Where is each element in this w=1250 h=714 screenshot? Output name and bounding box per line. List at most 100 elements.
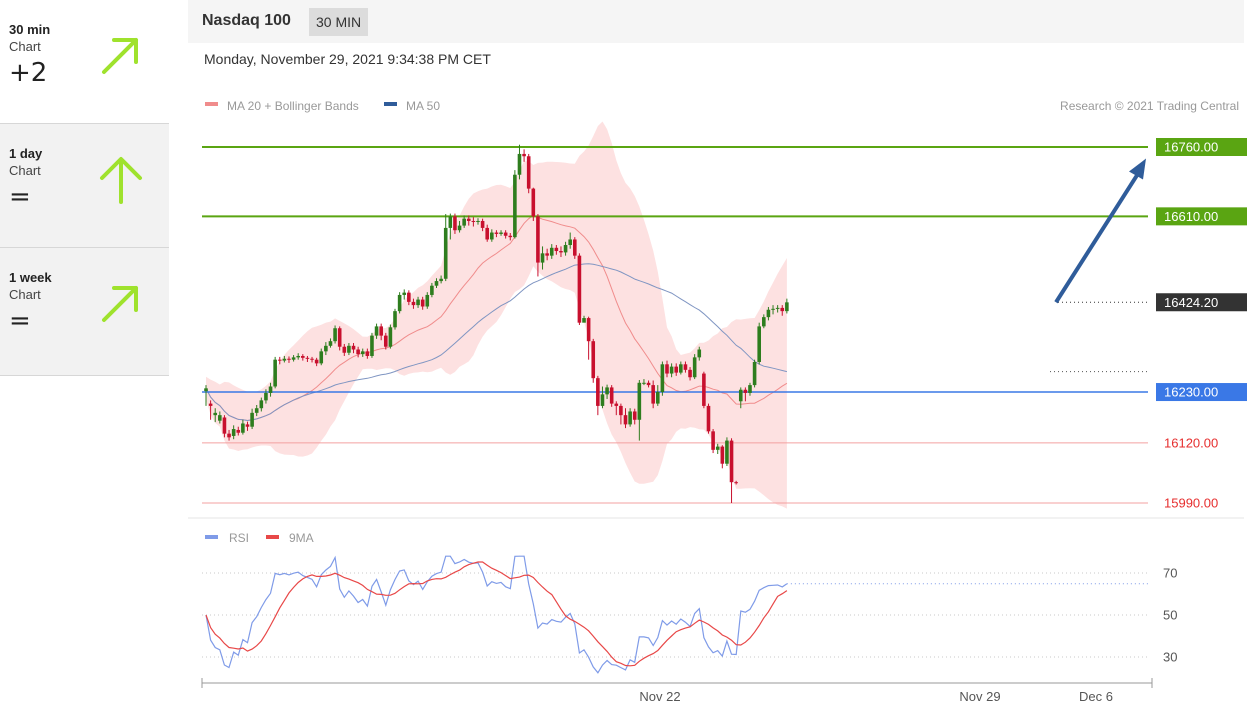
candle-body	[623, 415, 628, 425]
sidebar-card-value: +2	[9, 58, 48, 88]
candle-body	[319, 351, 324, 364]
candle-body	[374, 326, 379, 336]
candle-body	[577, 255, 582, 323]
candle-body	[439, 278, 443, 282]
candle-body	[430, 285, 434, 295]
candle-body	[347, 345, 351, 353]
sidebar-card-1day[interactable]: 1 day Chart =	[0, 124, 169, 248]
candle-body	[711, 431, 715, 450]
candle-body	[743, 389, 748, 393]
candle-body	[476, 220, 480, 222]
legend-label-rsi: RSI	[229, 531, 249, 545]
candle-body	[264, 392, 268, 401]
candle-body	[291, 357, 296, 360]
candle-body	[296, 355, 300, 358]
candle-body	[762, 317, 766, 327]
candle-body	[651, 385, 655, 404]
candle-body	[227, 433, 231, 438]
candle-body	[250, 412, 254, 427]
candle-body	[775, 307, 780, 309]
candle-body	[236, 429, 241, 433]
candle-body	[688, 369, 692, 378]
candle-body	[591, 341, 596, 379]
candle-body	[738, 389, 743, 402]
candle-body	[568, 239, 572, 246]
timeframe-button[interactable]: 30 MIN	[309, 8, 369, 36]
sidebar-card-period: 30 min	[9, 22, 51, 37]
candle-body	[213, 412, 218, 416]
candle-body	[342, 346, 347, 353]
candle-body	[545, 253, 549, 256]
candle-body	[632, 411, 637, 420]
candle-body	[273, 359, 277, 387]
candle-body	[287, 358, 291, 360]
candle-body	[360, 351, 365, 355]
sidebar-card-value: =	[9, 306, 31, 336]
rsi-tick-label-1: 50	[1163, 608, 1177, 623]
candle-body	[310, 358, 314, 360]
level-label-4: 16120.00	[1164, 435, 1218, 450]
candle-body	[462, 218, 466, 226]
rsi-line	[205, 555, 788, 674]
sidebar-card-sub: Chart	[9, 287, 41, 302]
sidebar-card-value: =	[9, 182, 31, 212]
instrument-title: Nasdaq 100	[202, 12, 291, 29]
candle-body	[600, 394, 605, 406]
candle-body	[609, 387, 614, 404]
candle-body	[665, 364, 669, 374]
candle-body	[485, 227, 490, 240]
candle-body	[420, 299, 425, 307]
candle-body	[254, 408, 259, 413]
projection-arrow-shaft	[1054, 169, 1142, 304]
candle-body	[720, 446, 725, 464]
legend-swatch-rsi	[205, 535, 218, 539]
candle-body	[513, 174, 517, 238]
candle-body	[637, 382, 642, 420]
candle-body	[425, 294, 430, 307]
arrow-up-right-icon	[102, 286, 138, 322]
candle-body	[328, 341, 333, 346]
candle-body	[702, 373, 706, 406]
candle-body	[619, 405, 623, 416]
candle-body	[305, 357, 310, 359]
candle-body	[734, 482, 738, 484]
candle-body	[208, 403, 213, 406]
candle-body	[725, 440, 729, 464]
sidebar-card-sub: Chart	[9, 163, 41, 178]
level-tag-1	[1156, 207, 1247, 226]
candle-body	[748, 385, 752, 393]
candle-body	[356, 349, 360, 355]
level-tag-2	[1156, 293, 1247, 312]
candle-body	[471, 220, 476, 222]
candle-body	[582, 318, 586, 323]
candle-body	[674, 366, 679, 373]
level-tag-0	[1156, 138, 1247, 156]
ma50-line	[205, 263, 788, 422]
candle-body	[393, 311, 397, 328]
candle-body	[757, 326, 761, 362]
projection-arrow-head	[1129, 158, 1146, 180]
level-label-0: 16760.00	[1164, 140, 1218, 155]
price-chart: MA 20 + Bollinger Bands MA 50 Research ©…	[188, 99, 1247, 704]
sidebar-card-30min[interactable]: 30 min Chart +2	[0, 0, 169, 124]
candle-body	[222, 417, 227, 434]
legend-label-9ma: 9MA	[289, 531, 314, 545]
sidebar-card-1week[interactable]: 1 week Chart =	[0, 248, 169, 376]
candle-body	[494, 232, 499, 234]
candle-body	[443, 227, 448, 279]
candle-body	[683, 364, 688, 370]
candle-body	[536, 216, 540, 263]
candle-body	[679, 364, 683, 373]
candle-body	[370, 335, 374, 356]
level-label-3: 16230.00	[1164, 385, 1218, 400]
candle-body	[282, 358, 287, 361]
x-tick-label-0: Nov 22	[639, 689, 680, 704]
candle-body	[388, 327, 393, 347]
candle-body	[766, 309, 771, 318]
candle-body	[337, 328, 342, 347]
candle-body	[660, 364, 665, 393]
candle-body	[540, 253, 545, 263]
candle-body	[277, 359, 282, 361]
legend-swatch-9ma	[266, 535, 279, 539]
candle-body	[596, 378, 600, 406]
